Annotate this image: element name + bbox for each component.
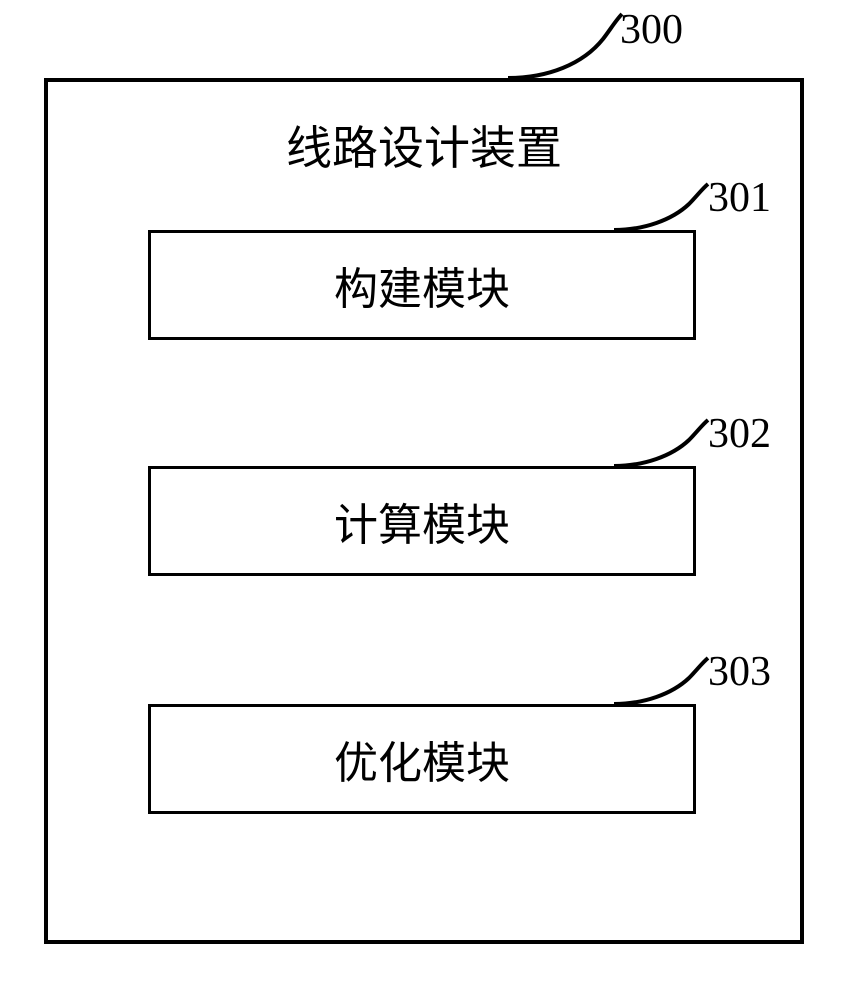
module-label-build: 构建模块 (334, 253, 510, 317)
module-ref-compute: 302 (708, 410, 771, 458)
outer-title: 线路设计装置 (44, 112, 804, 178)
module-box-build: 构建模块 (148, 230, 696, 340)
module-box-compute: 计算模块 (148, 466, 696, 576)
module-callout-optimize-icon (614, 658, 714, 710)
diagram-canvas: 线路设计装置 300 构建模块 301 计算模块 302 优化模块 303 (0, 0, 854, 982)
module-callout-build-icon (614, 184, 714, 236)
outer-callout-icon (508, 14, 628, 84)
module-ref-optimize: 303 (708, 648, 771, 696)
module-box-optimize: 优化模块 (148, 704, 696, 814)
module-ref-build: 301 (708, 174, 771, 222)
outer-ref-label: 300 (620, 6, 683, 54)
module-label-compute: 计算模块 (334, 489, 510, 553)
module-callout-compute-icon (614, 420, 714, 472)
module-label-optimize: 优化模块 (334, 727, 510, 791)
